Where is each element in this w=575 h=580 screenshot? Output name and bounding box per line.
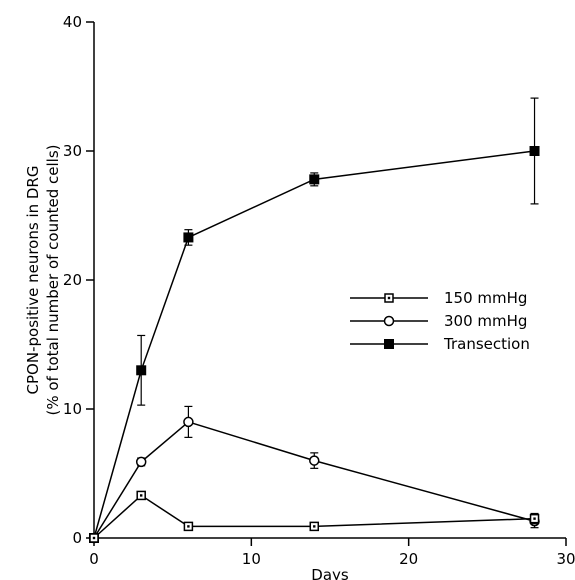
legend-label: 300 mmHg <box>444 312 527 330</box>
marker-open-circle <box>183 416 194 428</box>
marker-filled-square <box>183 232 194 243</box>
y-tick-label: 30 <box>63 142 82 160</box>
x-tick-label: 20 <box>399 550 418 568</box>
legend-label: Transection <box>443 335 530 353</box>
marker-square-dot <box>387 296 391 300</box>
y-tick-label: 20 <box>63 271 82 289</box>
marker-open-circle <box>383 315 395 327</box>
marker-filled-square <box>384 339 394 349</box>
y-tick-label: 0 <box>72 529 82 547</box>
series-line <box>93 494 535 539</box>
legend-item: Transection <box>350 335 530 353</box>
marker-square-dot <box>533 517 536 520</box>
marker-open-square <box>309 521 320 532</box>
marker-square-dot <box>313 525 316 528</box>
series-0 <box>89 490 540 543</box>
marker-open-square <box>183 521 194 532</box>
marker-open-square <box>384 293 394 303</box>
marker-square-dot <box>92 536 96 540</box>
legend: 150 mmHg 300 mmHg Transection <box>350 289 530 353</box>
marker-square-dot <box>187 525 190 528</box>
marker-filled-square <box>529 146 540 156</box>
y-axis-sublabel: (% of total number of counted cells) <box>44 144 62 415</box>
y-axis-label: CPON-positive neurons in DRG <box>24 166 42 395</box>
marker-filled-square <box>136 365 147 376</box>
marker-square-dot <box>140 494 143 497</box>
marker-open-square <box>529 513 540 524</box>
legend-item: 300 mmHg <box>350 312 527 330</box>
x-tick-label: 10 <box>242 550 261 568</box>
marker-open-circle <box>309 455 320 466</box>
x-tick-label: 30 <box>556 550 575 568</box>
legend-label: 150 mmHg <box>444 289 527 307</box>
marker-open-square <box>136 490 146 501</box>
x-axis-label: Days <box>311 566 349 580</box>
y-tick-label: 10 <box>63 400 82 418</box>
series-layer <box>88 97 540 544</box>
marker-open-circle <box>135 456 147 468</box>
marker-filled-square <box>309 174 320 185</box>
x-tick-label: 0 <box>89 550 99 568</box>
legend-item: 150 mmHg <box>350 289 527 307</box>
y-tick-label: 40 <box>63 13 82 31</box>
marker-open-square <box>89 533 99 543</box>
axes: 0 10 20 30 0 10 20 30 40 <box>63 13 575 568</box>
